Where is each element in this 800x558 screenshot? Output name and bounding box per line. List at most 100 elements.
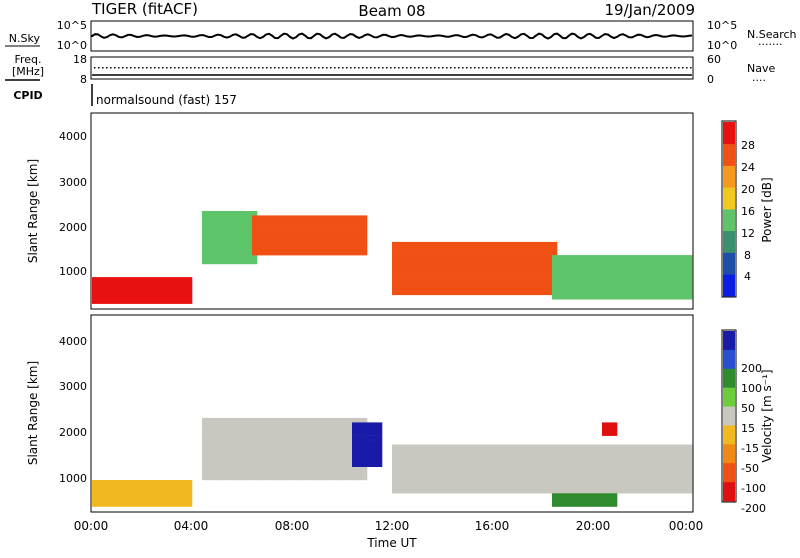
power-cell: [207, 219, 213, 225]
power-cell: [412, 277, 418, 282]
power-cell: [612, 277, 618, 282]
nave-dot: [202, 67, 204, 69]
velocity-cell: [437, 466, 443, 472]
velocity-cell: [507, 453, 513, 459]
velocity-cell: [227, 435, 233, 441]
nave-dot: [394, 67, 396, 69]
velocity-cell: [607, 471, 613, 476]
velocity-cell: [617, 480, 623, 485]
velocity-cell: [597, 484, 603, 490]
noise-sky-line: [91, 32, 693, 40]
velocity-cell: [482, 453, 488, 459]
power-cell: [512, 241, 518, 247]
velocity-cell: [407, 488, 413, 494]
nave-dot: [142, 67, 144, 69]
power-cell: [552, 290, 558, 296]
velocity-cell: [537, 466, 543, 472]
power-cell: [287, 237, 293, 243]
velocity-cell: [262, 444, 268, 450]
power-cell: [672, 290, 678, 296]
velocity-cell: [602, 422, 608, 428]
power-cell: [362, 246, 368, 251]
velocity-cell: [647, 449, 653, 454]
power-cell: [232, 219, 238, 225]
velocity-cell: [272, 417, 278, 423]
power-cell: [552, 241, 558, 247]
power-cell: [442, 272, 448, 278]
velocity-cell: [372, 462, 378, 467]
power-cell: [217, 219, 223, 225]
power-cell: [632, 268, 638, 273]
power-cell: [572, 286, 578, 291]
nave-dot: [442, 67, 444, 69]
velocity-cell: [232, 457, 238, 463]
velocity-cell: [322, 440, 328, 445]
velocity-cell: [487, 444, 493, 450]
power-cell: [512, 281, 518, 287]
velocity-cell: [427, 444, 433, 450]
power-cell: [682, 290, 688, 296]
power-cell: [262, 224, 268, 229]
power-cell: [242, 215, 248, 221]
power-cell: [622, 286, 628, 291]
velocity-cell: [292, 457, 298, 463]
power-cell: [562, 277, 568, 282]
velocity-cell: [317, 426, 323, 432]
power-cell: [537, 255, 543, 260]
velocity-cell: [437, 488, 443, 494]
velocity-cell: [482, 480, 488, 485]
nave-dot: [302, 67, 304, 69]
power-cell: [252, 211, 258, 216]
velocity-cell: [612, 422, 618, 428]
velocity-cell: [607, 422, 613, 428]
velocity-cell: [152, 502, 158, 507]
velocity-cell: [517, 453, 523, 459]
power-cell: [297, 219, 303, 225]
power-cell: [462, 241, 468, 247]
velocity-cell: [207, 466, 213, 472]
velocity-cell: [212, 444, 218, 450]
velocity-cell: [602, 462, 608, 467]
power-cell: [117, 294, 123, 300]
velocity-cell: [162, 502, 168, 507]
vel-cb-tick-neg15: -15: [741, 442, 759, 455]
power-cell: [472, 277, 478, 282]
power-cell: [527, 277, 533, 282]
velocity-cell: [602, 457, 608, 463]
velocity-cell: [137, 502, 143, 507]
power-cell: [457, 255, 463, 260]
power-cell: [537, 281, 543, 287]
velocity-cell: [517, 488, 523, 494]
power-cell: [497, 259, 503, 265]
velocity-cell: [682, 449, 688, 454]
velocity-cell: [422, 457, 428, 463]
velocity-cell: [177, 493, 183, 498]
power-cell: [487, 250, 493, 256]
velocity-cell: [537, 444, 543, 450]
velocity-cell: [187, 497, 193, 503]
power-cell: [252, 228, 258, 234]
power-cell: [602, 294, 608, 300]
power-cell: [637, 272, 643, 278]
power-cell: [452, 255, 458, 260]
velocity-cell: [152, 497, 158, 503]
power-cell: [392, 277, 398, 282]
velocity-cell: [312, 453, 318, 459]
power-cell: [497, 250, 503, 256]
velocity-cell: [217, 475, 223, 481]
power-cell: [482, 268, 488, 273]
nave-dot: [454, 67, 456, 69]
nave-dot: [458, 67, 460, 69]
velocity-cell: [682, 484, 688, 490]
power-cell: [202, 241, 208, 247]
power-cell: [222, 211, 228, 216]
velocity-cell: [292, 466, 298, 472]
power-cell: [297, 233, 303, 238]
power-cell: [607, 281, 613, 287]
velocity-cell: [112, 484, 118, 490]
power-cell: [502, 268, 508, 273]
velocity-cell: [322, 435, 328, 441]
power-cell: [517, 255, 523, 260]
power-cell: [202, 224, 208, 229]
velocity-cell: [217, 426, 223, 432]
